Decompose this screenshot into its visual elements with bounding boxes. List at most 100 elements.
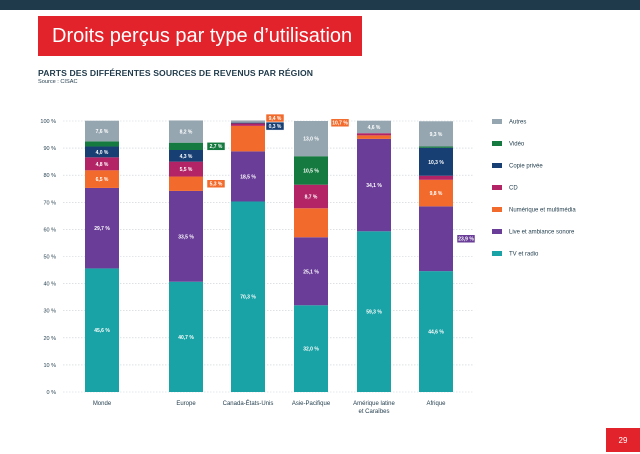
legend-label: Vidéo (509, 142, 525, 148)
y-tick-label: 40 % (43, 282, 56, 288)
legend-swatch (492, 119, 502, 124)
y-tick-label: 10 % (43, 363, 56, 369)
legend-swatch (492, 229, 502, 234)
y-tick-label: 100 % (40, 119, 56, 125)
bar-segment (419, 147, 453, 176)
bar-segment (85, 268, 119, 392)
bar-value-label: 25,1 % (303, 269, 319, 275)
x-category-label: et Caraïbes (358, 409, 389, 415)
bar-segment (231, 123, 265, 126)
bar-segment (231, 120, 265, 123)
legend-swatch (492, 185, 502, 190)
bar-segment (294, 305, 328, 392)
legend-swatch (492, 163, 502, 168)
bar-segment (231, 201, 265, 392)
bar-segment (169, 161, 203, 177)
x-category-label: Afrique (426, 401, 446, 407)
x-category-label: Amérique latine (353, 401, 395, 407)
bar-value-label: 7,6 % (96, 129, 109, 135)
bar-segment (169, 190, 203, 282)
bar-segment (85, 187, 119, 269)
bar-value-label: 4,6 % (368, 125, 381, 131)
legend-swatch (492, 141, 502, 146)
bar-segment (231, 122, 265, 124)
bar-segment (294, 237, 328, 306)
bar-segment (85, 141, 119, 147)
bar-segment (419, 179, 453, 207)
bar-segment (169, 149, 203, 162)
bar-segment (294, 184, 328, 209)
callout-box (206, 142, 226, 151)
chart-subtitle: PARTS DES DIFFÉRENTES SOURCES DE REVENUS… (38, 68, 314, 78)
bar-value-label: 8,7 % (305, 194, 318, 200)
callout-label: 0,3 % (269, 124, 282, 130)
bar-segment (419, 271, 453, 392)
bar-segment (169, 120, 203, 143)
y-tick-label: 30 % (43, 309, 56, 315)
bar-value-label: 6,5 % (96, 177, 109, 183)
bar-segment (294, 208, 328, 238)
page-number: 29 (606, 428, 640, 452)
legend-label: Copie privée (509, 164, 543, 170)
callout-box (265, 121, 285, 131)
bar-segment (85, 157, 119, 171)
y-tick-label: 90 % (43, 146, 56, 152)
bar-segment (357, 135, 391, 139)
bar-segment (85, 146, 119, 158)
callout-box (206, 179, 226, 188)
bar-value-label: 45,6 % (94, 328, 110, 334)
bar-segment (419, 146, 453, 148)
bar-value-label: 10,5 % (303, 168, 319, 174)
bar-segment (85, 120, 119, 142)
bar-value-label: 4,3 % (180, 154, 193, 160)
y-tick-label: 70 % (43, 200, 56, 206)
y-tick-label: 0 % (47, 390, 57, 396)
bar-segment (231, 151, 265, 202)
bar-value-label: 29,7 % (94, 226, 110, 232)
bar-segment (419, 175, 453, 180)
x-category-label: Europe (176, 401, 196, 407)
bar-segment (357, 120, 391, 134)
page-title: Droits perçus par type d’utilisation (38, 16, 362, 56)
bar-segment (419, 121, 453, 147)
x-category-label: Canada-États-Unis (223, 400, 274, 407)
legend-label: Numérique et multimédia (509, 208, 576, 214)
callout-label: 23,9 % (458, 237, 474, 243)
bar-segment (169, 176, 203, 191)
bar-value-label: 33,5 % (178, 234, 194, 240)
bar-value-label: 4,8 % (96, 162, 109, 168)
legend-label: TV et radio (509, 252, 539, 258)
chart-source: Source : CISAC (38, 79, 78, 85)
bar-segment (419, 206, 453, 272)
callout-box (456, 234, 476, 243)
bar-value-label: 44,6 % (428, 330, 444, 336)
callout-label: 5,3 % (210, 182, 223, 188)
bar-value-label: 13,0 % (303, 137, 319, 143)
legend-label: Autres (509, 120, 526, 126)
bar-segment (294, 121, 328, 157)
callout-box (330, 118, 350, 128)
y-tick-label: 50 % (43, 255, 56, 261)
bar-segment (169, 281, 203, 392)
bar-value-label: 34,1 % (366, 183, 382, 189)
bar-value-label: 59,3 % (366, 310, 382, 316)
bar-value-label: 10,3 % (428, 160, 444, 166)
legend-swatch (492, 251, 502, 256)
header-band (0, 0, 640, 10)
bar-segment (294, 156, 328, 185)
bar-value-label: 70,3 % (240, 295, 256, 301)
y-tick-label: 80 % (43, 173, 56, 179)
bar-segment (85, 170, 119, 188)
callout-label: 10,7 % (332, 121, 348, 127)
legend-label: Live et ambiance sonore (509, 230, 575, 236)
bar-value-label: 5,5 % (180, 167, 193, 173)
bar-value-label: 9,8 % (430, 191, 443, 197)
legend-swatch (492, 207, 502, 212)
bar-value-label: 18,5 % (240, 174, 256, 180)
bar-segment (357, 231, 391, 392)
bar-segment (169, 142, 203, 150)
bar-segment (231, 125, 265, 152)
bar-value-label: 4,0 % (96, 150, 109, 156)
x-category-label: Asie-Pacifique (292, 401, 331, 407)
